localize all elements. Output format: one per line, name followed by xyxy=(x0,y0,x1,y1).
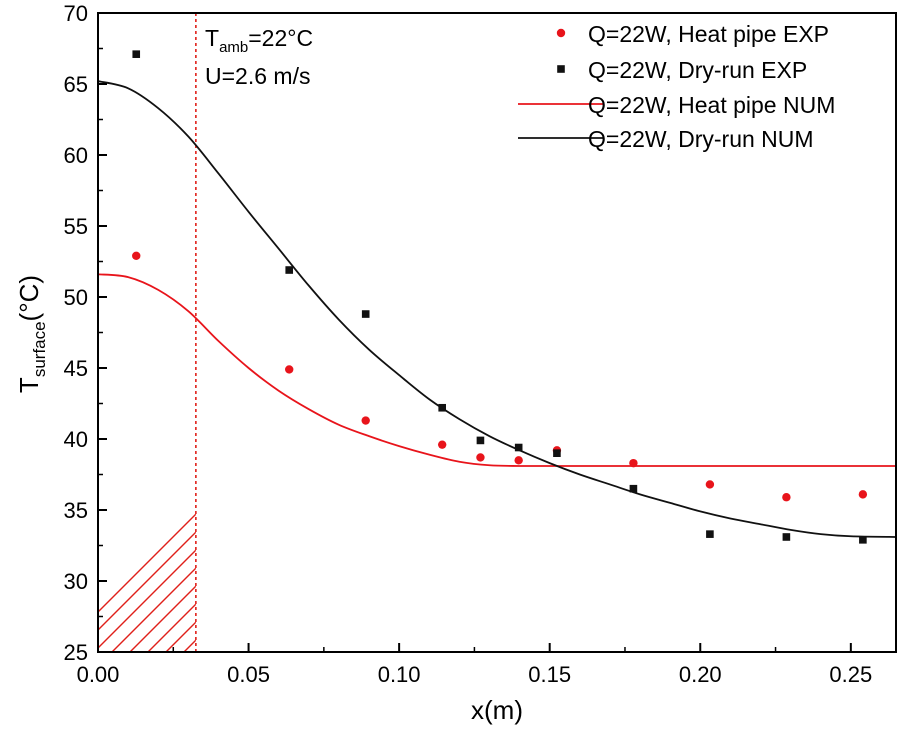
data-point-q-22w-heat-pipe-exp xyxy=(361,416,370,425)
series-line-q-22w-dry-run-num xyxy=(98,80,896,538)
legend-swatch-circle xyxy=(556,28,566,38)
data-point-q-22w-dry-run-exp xyxy=(629,484,638,493)
data-point-q-22w-heat-pipe-exp xyxy=(629,458,638,468)
legend-label: Q=22W, Dry-run NUM xyxy=(588,126,814,152)
data-point-q-22w-heat-pipe-exp xyxy=(858,490,868,499)
y-tick-label: 55 xyxy=(64,214,88,239)
x-tick-label: 0.15 xyxy=(528,662,571,687)
y-axis-label-unit: (°C) xyxy=(14,275,44,322)
data-point-q-22w-dry-run-exp xyxy=(476,436,485,445)
data-point-q-22w-dry-run-exp xyxy=(132,50,141,58)
legend-label: Q=22W, Heat pipe NUM xyxy=(588,92,835,118)
y-axis-label-sub: surface xyxy=(30,321,49,377)
data-point-q-22w-dry-run-exp xyxy=(514,443,523,452)
x-tick-label: 0.05 xyxy=(227,662,270,687)
data-point-q-22w-dry-run-exp xyxy=(285,266,294,274)
y-tick-label: 25 xyxy=(64,640,88,665)
hatched-region xyxy=(98,13,898,652)
data-point-q-22w-dry-run-exp xyxy=(859,536,867,544)
y-axis-label-main: T xyxy=(14,377,44,393)
data-point-q-22w-heat-pipe-exp xyxy=(437,440,447,449)
x-tick-label: 0.25 xyxy=(829,662,872,687)
y-tick-label: 70 xyxy=(64,1,88,26)
y-axis-label: Tsurface(°C) xyxy=(14,275,49,393)
y-tick-label: 45 xyxy=(64,356,88,381)
series-line-q-22w-heat-pipe-num xyxy=(98,273,896,467)
hatch-stripe xyxy=(832,13,898,652)
data-point-q-22w-heat-pipe-exp xyxy=(782,493,791,502)
ambient-temperature-annotation: Tamb=22°C xyxy=(205,25,313,56)
x-axis-label: x(m) xyxy=(471,695,523,725)
data-point-q-22w-heat-pipe-exp xyxy=(285,365,294,374)
data-point-q-22w-dry-run-exp xyxy=(438,403,446,412)
data-point-q-22w-heat-pipe-exp xyxy=(514,456,523,465)
velocity-annotation: U=2.6 m/s xyxy=(205,63,310,89)
data-point-q-22w-heat-pipe-exp xyxy=(132,251,141,261)
legend: Q=22W, Heat pipe EXP Q=22W, Dry-run EXP Q=… xyxy=(518,21,835,152)
legend-swatch-square xyxy=(557,65,565,73)
legend-label: Q=22W, Heat pipe EXP xyxy=(588,21,829,47)
legend-label: Q=22W, Dry-run EXP xyxy=(588,57,807,83)
y-tick-label: 60 xyxy=(64,143,88,168)
y-tick-label: 40 xyxy=(64,427,88,452)
data-point-q-22w-dry-run-exp xyxy=(782,533,791,541)
hatch-stripe xyxy=(98,531,196,631)
y-tick-label: 50 xyxy=(64,285,88,310)
x-tick-label: 0.20 xyxy=(679,662,722,687)
data-point-q-22w-dry-run-exp xyxy=(706,530,714,538)
y-tick-label: 65 xyxy=(64,72,88,97)
data-point-q-22w-dry-run-exp xyxy=(361,310,370,318)
data-point-q-22w-heat-pipe-exp xyxy=(705,480,715,489)
y-tick-label: 30 xyxy=(64,569,88,594)
x-tick-label: 0.00 xyxy=(77,662,120,687)
y-tick-label: 35 xyxy=(64,498,88,523)
data-point-q-22w-heat-pipe-exp xyxy=(476,453,485,462)
hatch-stripe xyxy=(98,513,196,613)
x-tick-label: 0.10 xyxy=(378,662,421,687)
data-point-q-22w-dry-run-exp xyxy=(553,449,561,457)
